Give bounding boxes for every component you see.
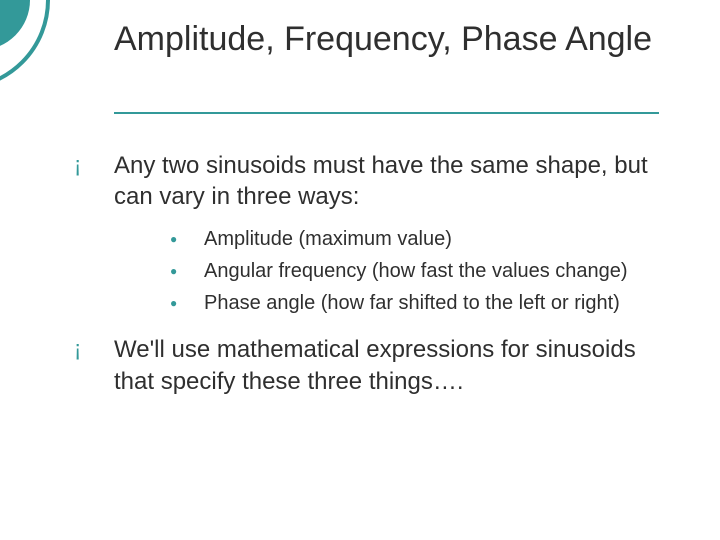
dot-bullet-icon: ● [170,290,204,316]
sublist: ● Amplitude (maximum value) ● Angular fr… [170,226,674,316]
hollow-circle-bullet-icon: ¡ [74,334,114,364]
slide-body: ¡ Any two sinusoids must have the same s… [74,150,674,411]
list-item-text: We'll use mathematical expressions for s… [114,334,674,396]
list-item-text: Any two sinusoids must have the same sha… [114,150,674,212]
dot-bullet-icon: ● [170,258,204,284]
sublist-item: ● Amplitude (maximum value) [170,226,674,252]
slide-title: Amplitude, Frequency, Phase Angle [114,20,674,59]
sublist-item-text: Angular frequency (how fast the values c… [204,258,628,284]
title-underline [114,112,659,114]
sublist-item-text: Phase angle (how far shifted to the left… [204,290,620,316]
hollow-circle-bullet-icon: ¡ [74,150,114,180]
sublist-item-text: Amplitude (maximum value) [204,226,452,252]
list-item: ¡ Any two sinusoids must have the same s… [74,150,674,212]
list-item: ¡ We'll use mathematical expressions for… [74,334,674,396]
sublist-item: ● Phase angle (how far shifted to the le… [170,290,674,316]
sublist-item: ● Angular frequency (how fast the values… [170,258,674,284]
dot-bullet-icon: ● [170,226,204,252]
